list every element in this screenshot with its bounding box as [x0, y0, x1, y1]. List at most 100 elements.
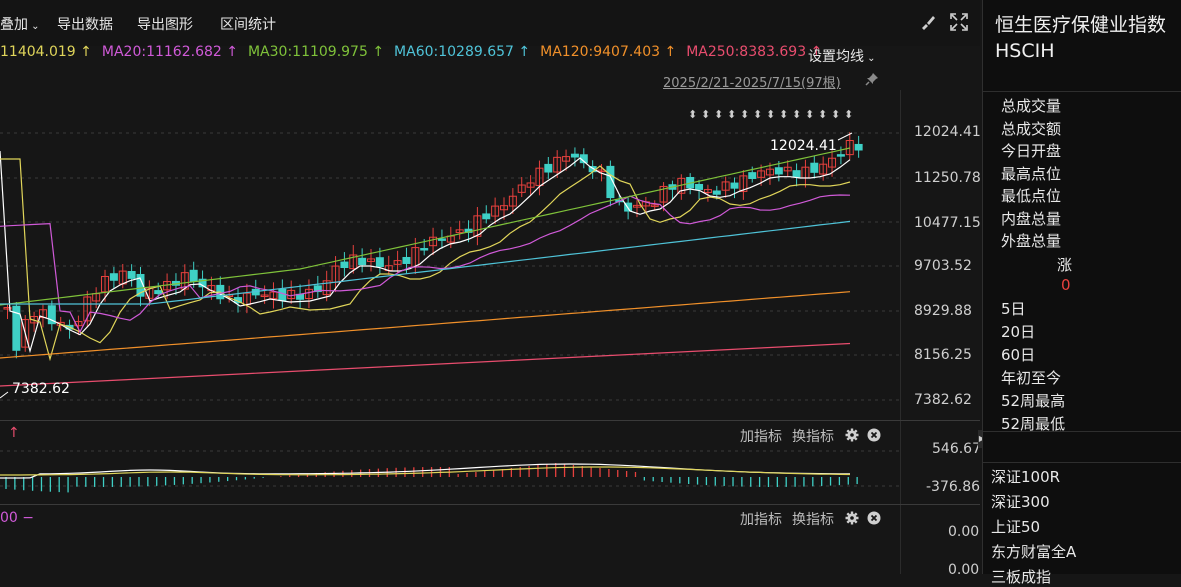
macd-dea-line	[0, 466, 851, 476]
ma20-line	[0, 194, 851, 334]
candle-body	[109, 273, 118, 281]
stat-label: 内盘总量	[1001, 209, 1062, 228]
stat-label: 最低点位	[1001, 187, 1062, 205]
candle-body	[819, 163, 828, 175]
stat-label: 外盘总量	[1001, 232, 1062, 250]
range-stats-button[interactable]: 区间统计	[220, 17, 276, 33]
signal-arrow-icon: ⬍	[753, 108, 762, 121]
ma-legend-item: MA30:11109.975 ↑	[247, 44, 385, 60]
candle-body	[712, 190, 721, 195]
gear-icon[interactable]	[845, 511, 859, 525]
candle-body	[739, 175, 748, 192]
candle-body	[473, 215, 482, 237]
signal-arrow-icon: ⬍	[779, 108, 788, 121]
candle-body	[83, 296, 92, 322]
candle-body	[499, 205, 508, 211]
ma-legend-item: MA60:10289.657 ↑	[394, 44, 531, 60]
ma-legend-item: MA120:9407.403 ↑	[540, 44, 677, 60]
index-list-item[interactable]: 东方财富全A	[991, 543, 1077, 561]
sub-axis-low: 0.00	[948, 562, 980, 578]
candle-body	[553, 156, 562, 173]
stat-label: 最高点位	[1001, 164, 1062, 183]
candle-body	[21, 319, 30, 348]
gear-icon[interactable]	[845, 428, 859, 442]
candle-body	[632, 204, 641, 208]
index-list-item[interactable]: 三板成指	[991, 568, 1052, 586]
signal-arrow-icon: ⬍	[701, 108, 710, 121]
price-axis-tick: 8156.25	[914, 347, 972, 363]
candle-body	[3, 307, 12, 310]
period-label: 20日	[1001, 323, 1036, 341]
ma-legend-item: 11404.019 ↑	[0, 44, 92, 60]
divider	[983, 431, 1181, 432]
price-axis-tick: 9703.52	[914, 258, 972, 274]
candle-body	[757, 170, 766, 178]
candle-body	[375, 257, 384, 267]
index-name: 恒生医疗保健业指数	[995, 14, 1167, 36]
macd-chart[interactable]	[0, 440, 900, 504]
candle-body	[792, 170, 801, 178]
candle-body	[313, 285, 322, 293]
brush-icon[interactable]	[918, 12, 938, 32]
overlay-button[interactable]: 叠加 ⌄	[0, 17, 40, 33]
ma-settings-button[interactable]: 设置均线 ⌄	[808, 49, 876, 65]
ma10-line	[0, 158, 851, 362]
candle-body	[429, 236, 438, 247]
candle-body	[340, 261, 349, 268]
export-data-button[interactable]: 导出数据	[57, 17, 113, 33]
candle-body	[836, 154, 845, 157]
export-chart-button[interactable]: 导出图形	[137, 17, 193, 33]
price-axis-tick: 7382.62	[914, 392, 972, 408]
candle-body	[562, 156, 571, 162]
high-annotation: 12024.41	[770, 138, 837, 154]
candle-body	[349, 254, 358, 270]
candle-body	[810, 162, 819, 173]
change-value: 0	[1061, 276, 1071, 294]
price-axis-tick: 11250.78	[914, 170, 981, 186]
stat-label: 总成交额	[1001, 119, 1062, 138]
candle-body	[854, 143, 863, 151]
signal-arrow-icon: ⬍	[844, 108, 853, 121]
add-indicator-button[interactable]: 加指标	[740, 429, 782, 445]
candle-body	[47, 305, 56, 325]
close-icon[interactable]	[867, 511, 881, 525]
index-list-item[interactable]: 上证50	[991, 518, 1041, 536]
divider	[983, 462, 1181, 463]
candle-body	[606, 165, 615, 199]
switch-indicator-button[interactable]: 换指标	[792, 429, 834, 445]
low-annotation: 7382.62	[12, 381, 70, 397]
ma120-line	[0, 291, 851, 359]
ma5-line	[0, 150, 851, 354]
candle-body	[526, 182, 535, 188]
chart-toolbar: 叠加 ⌄ 导出数据 导出图形 区间统计	[0, 0, 980, 46]
pin-icon[interactable]	[865, 72, 879, 86]
candle-body	[695, 183, 704, 190]
panel-divider	[0, 420, 980, 421]
candle-body	[783, 166, 792, 172]
candle-body	[358, 257, 367, 266]
ma-legend: 11404.019 ↑ MA20:11162.682 ↑ MA30:11109.97…	[0, 44, 900, 66]
macd-axis-low: -376.86	[926, 479, 981, 495]
fullscreen-icon[interactable]	[949, 12, 969, 32]
close-icon[interactable]	[867, 428, 881, 442]
candle-body	[269, 291, 278, 300]
candlestick-chart[interactable]: ⬍ ⬍ ⬍ ⬍ ⬍ ⬍ ⬍ ⬍ ⬍ ⬍ ⬍ ⬍ ⬍ 12024.41 7382.62	[0, 90, 900, 420]
divider	[983, 91, 1181, 92]
candle-body	[517, 184, 526, 193]
candle-body	[74, 321, 83, 327]
index-list-item[interactable]: 深证100R	[991, 468, 1061, 486]
ma-legend-item: MA250:8383.693 ↑	[686, 44, 823, 60]
candle-body	[765, 168, 774, 176]
chevron-down-icon: ⌄	[864, 53, 876, 64]
date-range-label[interactable]: 2025/2/21-2025/7/15(97根)	[663, 76, 841, 91]
up-arrow-icon: ↑	[8, 425, 20, 441]
add-indicator-button-2[interactable]: 加指标	[740, 512, 782, 528]
annotation-pointer	[0, 391, 9, 399]
ma60-line	[0, 220, 851, 305]
candle-body	[402, 256, 411, 264]
sub-indicator-label: 00 −	[0, 510, 35, 526]
index-list-item[interactable]: 深证300	[991, 493, 1050, 511]
switch-indicator-button-2[interactable]: 换指标	[792, 512, 834, 528]
candle-body	[774, 167, 783, 175]
candle-body	[845, 140, 854, 156]
